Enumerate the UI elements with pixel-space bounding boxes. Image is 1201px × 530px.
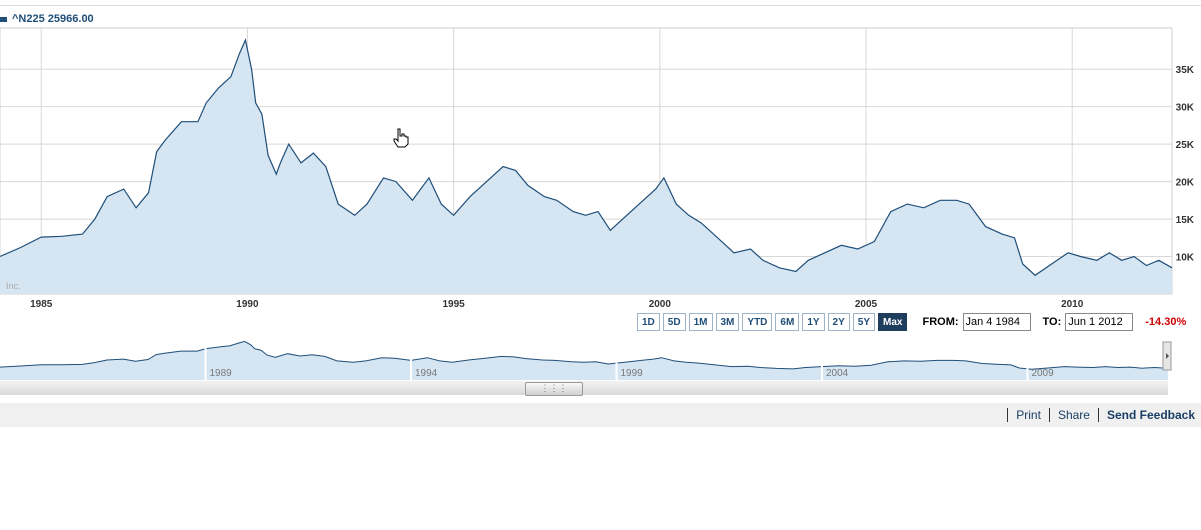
scrollbar-grip[interactable]: ⋮⋮⋮ <box>525 382 583 396</box>
footer-separator <box>1048 408 1050 422</box>
from-label: FROM: <box>922 316 959 328</box>
range-1m-button[interactable]: 1M <box>688 313 713 331</box>
y-tick-label: 35K <box>1176 65 1195 76</box>
range-2y-button[interactable]: 2Y <box>827 313 850 331</box>
x-tick-label: 1990 <box>236 299 259 310</box>
footer-bar <box>0 403 1201 427</box>
range-6m-button[interactable]: 6M <box>775 313 800 331</box>
navigator-year-label: 2009 <box>1031 368 1054 379</box>
price-area <box>0 40 1172 294</box>
legend-symbol: ^N225 <box>12 13 45 25</box>
footer-separator <box>1097 408 1099 422</box>
range-1d-button[interactable]: 1D <box>637 313 660 331</box>
handle-arrow-icon <box>1166 353 1169 359</box>
legend-value: 25966.00 <box>47 13 94 25</box>
to-date-input[interactable] <box>1065 313 1134 331</box>
navigator-year-label: 2004 <box>826 368 849 379</box>
x-tick-label: 1985 <box>30 299 53 310</box>
to-label: TO: <box>1042 316 1062 328</box>
x-tick-label: 1995 <box>442 299 465 310</box>
navigator-year-label: 1999 <box>620 368 643 379</box>
range-max-button[interactable]: Max <box>878 313 908 331</box>
hand-cursor-icon <box>393 128 409 148</box>
range-ytd-button[interactable]: YTD <box>742 313 773 331</box>
price-line <box>0 38 1173 277</box>
share-link[interactable]: Share <box>1057 408 1090 422</box>
footer-links: Print Share Send Feedback <box>999 405 1195 425</box>
series-swatch <box>0 16 7 22</box>
navigator-area <box>0 341 1168 380</box>
footer-separator <box>1007 408 1009 422</box>
navigator-chart[interactable]: 1989 1994 1999 2004 2009 <box>0 334 1172 382</box>
x-tick-label: 2010 <box>1061 299 1084 310</box>
from-date-input[interactable] <box>962 313 1031 331</box>
y-tick-label: 20K <box>1176 178 1195 189</box>
print-link[interactable]: Print <box>1016 408 1041 422</box>
range-1y-button[interactable]: 1Y <box>802 313 825 331</box>
navigator-scrollbar[interactable] <box>0 381 1168 395</box>
range-5d-button[interactable]: 5D <box>662 313 686 331</box>
send-feedback-link[interactable]: Send Feedback <box>1106 408 1195 422</box>
y-tick-label: 15K <box>1176 215 1195 226</box>
navigator-year-label: 1994 <box>415 368 438 379</box>
y-tick-label: 25K <box>1176 140 1195 151</box>
range-3m-button[interactable]: 3M <box>715 313 740 331</box>
y-tick-label: 10K <box>1176 253 1195 264</box>
chart-legend: ^N225 25966.00 <box>0 12 94 26</box>
range-5y-button[interactable]: 5Y <box>852 313 876 331</box>
main-chart: Inc. 10K 15K 20K 25K 30K 35K 1985 1990 1995 2000… <box>0 28 1195 310</box>
navigator-line <box>0 340 1169 370</box>
range-controls: 1D 5D 1M 3M YTD 6M 1Y 2Y 5Y Max FROM: TO… <box>637 313 1186 331</box>
x-tick-label: 2000 <box>649 299 672 310</box>
top-divider <box>0 5 1201 6</box>
navigator-year-label: 1989 <box>209 368 232 379</box>
x-tick-label: 2005 <box>855 299 878 310</box>
copyright-text: Inc. <box>6 281 21 291</box>
y-tick-label: 30K <box>1176 103 1195 114</box>
percent-change: -14.30% <box>1145 316 1187 328</box>
